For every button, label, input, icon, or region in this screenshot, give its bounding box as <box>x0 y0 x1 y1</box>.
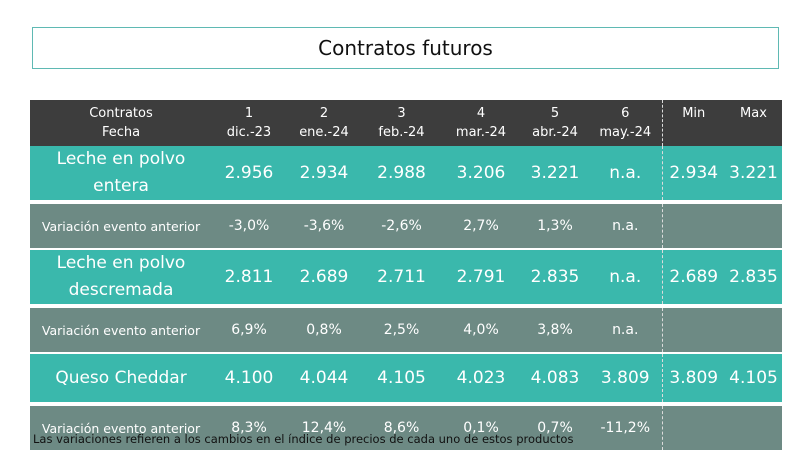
variation-cell: 4,0% <box>441 304 521 353</box>
row-variacion-descremada: Variación evento anterior 6,9% 0,8% 2,5%… <box>30 304 782 353</box>
row-variacion-entera: Variación evento anterior -3,0% -3,6% -2… <box>30 200 782 249</box>
value-cell: 4.105 <box>362 352 441 404</box>
value-cell: 3.809 <box>589 352 662 404</box>
min-cell: 3.809 <box>661 352 725 404</box>
empty-cell <box>725 402 782 450</box>
value-cell: 2.791 <box>441 248 521 306</box>
futures-table: Contratos Fecha 1 dic.-23 2 ene.-24 3 feb.-2… <box>30 100 782 450</box>
value-cell: 4.083 <box>521 352 589 404</box>
value-cell: 3.221 <box>521 146 589 202</box>
footnote: Las variaciones refieren a los cambios e… <box>33 432 574 446</box>
header-col-6: 6 may.-24 <box>589 100 662 146</box>
header-col-5: 5 abr.-24 <box>521 100 589 146</box>
variation-cell: 8,3% <box>212 402 286 450</box>
variation-label: Variación evento anterior <box>30 304 212 353</box>
value-cell: 3.206 <box>441 146 521 202</box>
header-col-1: 1 dic.-23 <box>212 100 286 146</box>
variation-cell: 0,1% <box>441 402 521 450</box>
value-cell: 2.689 <box>286 248 362 306</box>
row-queso-cheddar: Queso Cheddar 4.100 4.044 4.105 4.023 4.… <box>30 352 782 404</box>
empty-cell <box>725 304 782 353</box>
header-col-4: 4 mar.-24 <box>441 100 521 146</box>
value-cell: 4.100 <box>212 352 286 404</box>
empty-cell <box>661 402 725 450</box>
variation-cell: -3,0% <box>212 200 286 249</box>
header-min: Min <box>661 100 725 146</box>
variation-cell: 2,7% <box>441 200 521 249</box>
variation-cell: 6,9% <box>212 304 286 353</box>
variation-cell: 8,6% <box>362 402 441 450</box>
product-name: Queso Cheddar <box>30 352 212 404</box>
max-cell: 2.835 <box>725 248 782 306</box>
variation-cell: 1,3% <box>521 200 589 249</box>
page-title: Contratos futuros <box>32 27 779 69</box>
row-leche-descremada: Leche en polvo descremada 2.811 2.689 2.7… <box>30 248 782 306</box>
variation-cell: 0,8% <box>286 304 362 353</box>
value-cell: n.a. <box>589 146 662 202</box>
product-name: Leche en polvo entera <box>30 146 212 202</box>
empty-cell <box>661 304 725 353</box>
row-variacion-cheddar: Variación evento anterior 8,3% 12,4% 8,6… <box>30 402 782 450</box>
product-name: Leche en polvo descremada <box>30 248 212 306</box>
variation-cell: -11,2% <box>589 402 662 450</box>
variation-label: Variación evento anterior <box>30 402 212 450</box>
header-col-2: 2 ene.-24 <box>286 100 362 146</box>
variation-cell: 0,7% <box>521 402 589 450</box>
header-col-3: 3 feb.-24 <box>362 100 441 146</box>
value-cell: n.a. <box>589 248 662 306</box>
header-contracts-date: Contratos Fecha <box>30 100 212 146</box>
empty-cell <box>661 200 725 249</box>
variation-cell: 2,5% <box>362 304 441 353</box>
value-cell: 4.023 <box>441 352 521 404</box>
value-cell: 2.956 <box>212 146 286 202</box>
variation-cell: 3,8% <box>521 304 589 353</box>
value-cell: 2.811 <box>212 248 286 306</box>
value-cell: 2.988 <box>362 146 441 202</box>
header-row: Contratos Fecha 1 dic.-23 2 ene.-24 3 feb.-2… <box>30 100 782 146</box>
empty-cell <box>725 200 782 249</box>
value-cell: 2.711 <box>362 248 441 306</box>
variation-cell: -3,6% <box>286 200 362 249</box>
min-cell: 2.689 <box>661 248 725 306</box>
variation-cell: n.a. <box>589 304 662 353</box>
variation-cell: n.a. <box>589 200 662 249</box>
value-cell: 2.835 <box>521 248 589 306</box>
variation-cell: -2,6% <box>362 200 441 249</box>
value-cell: 4.044 <box>286 352 362 404</box>
max-cell: 3.221 <box>725 146 782 202</box>
row-leche-entera: Leche en polvo entera 2.956 2.934 2.988 3… <box>30 146 782 202</box>
variation-cell: 12,4% <box>286 402 362 450</box>
header-max: Max <box>725 100 782 146</box>
max-cell: 4.105 <box>725 352 782 404</box>
variation-label: Variación evento anterior <box>30 200 212 249</box>
min-cell: 2.934 <box>661 146 725 202</box>
value-cell: 2.934 <box>286 146 362 202</box>
